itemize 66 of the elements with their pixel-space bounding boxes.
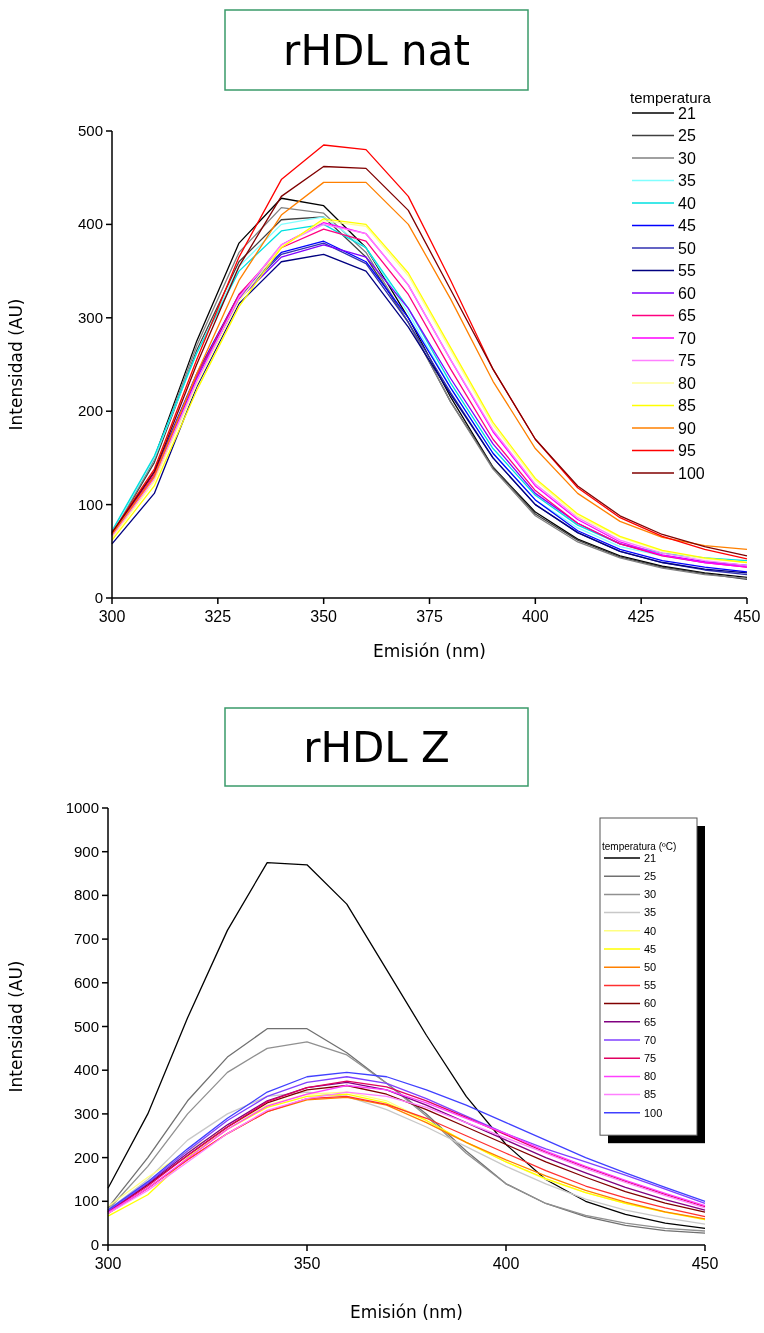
legend-label: 21: [678, 104, 696, 122]
legend-title: temperatura: [630, 89, 712, 106]
y-tick-label: 600: [73, 973, 99, 991]
legend-label: 60: [644, 997, 657, 1010]
x-tick-label: 450: [733, 608, 761, 625]
y-tick-label: 900: [73, 842, 99, 860]
legend-label: 45: [678, 217, 696, 235]
legend-label: 75: [644, 1052, 657, 1065]
legend-label: 35: [678, 172, 696, 190]
x-tick-label: 350: [310, 608, 338, 625]
y-tick-label: 700: [73, 930, 99, 948]
legend-label: 70: [644, 1033, 657, 1046]
legend-label: 70: [678, 329, 696, 347]
legend-title: temperatura (ºC): [602, 841, 677, 852]
legend-label: 85: [678, 397, 696, 415]
legend-label: 35: [644, 906, 657, 919]
legend-label: 25: [644, 870, 657, 883]
x-tick-label: 425: [627, 608, 655, 625]
x-tick-label: 350: [293, 1255, 321, 1272]
y-axis-title: Intensidad (AU): [6, 298, 26, 431]
x-axis-title: Emisión (nm): [373, 641, 486, 661]
legend-label: 30: [644, 888, 657, 901]
y-tick-label: 100: [73, 1192, 99, 1210]
legend-label: 30: [678, 149, 696, 167]
x-tick-label: 325: [204, 608, 232, 625]
y-tick-label: 500: [77, 122, 103, 139]
chart-title: rHDL nat: [283, 26, 470, 75]
legend-label: 90: [678, 419, 696, 437]
legend-label: 80: [678, 374, 696, 392]
legend-label: 75: [678, 352, 696, 370]
legend-label: 40: [678, 194, 696, 212]
y-tick-label: 400: [77, 215, 103, 233]
legend-label: 60: [678, 284, 696, 302]
legend-label: 50: [644, 961, 657, 974]
legend-label: 85: [644, 1088, 657, 1101]
legend-label: 100: [644, 1106, 663, 1119]
legend-label: 65: [644, 1015, 657, 1028]
x-tick-label: 450: [691, 1255, 719, 1272]
y-tick-label: 300: [77, 308, 103, 326]
legend-label: 40: [644, 924, 657, 937]
y-axis-title: Intensidad (AU): [6, 960, 26, 1093]
legend-label: 45: [644, 942, 657, 955]
y-tick-label: 200: [73, 1148, 99, 1166]
y-tick-label: 0: [94, 589, 103, 606]
y-tick-label: 500: [73, 1017, 99, 1035]
x-tick-label: 400: [521, 608, 549, 625]
x-tick-label: 375: [416, 608, 443, 625]
legend-label: 100: [678, 464, 705, 482]
legend-label: 21: [644, 851, 657, 864]
y-tick-label: 300: [73, 1104, 99, 1122]
legend-label: 65: [678, 307, 696, 325]
legend-label: 55: [678, 262, 696, 280]
y-tick-label: 0: [90, 1236, 99, 1253]
y-tick-label: 1000: [65, 799, 99, 816]
legend-label: 25: [678, 127, 696, 145]
x-axis-title: Emisión (nm): [350, 1302, 463, 1322]
chart-title: rHDL Z: [303, 723, 450, 772]
y-tick-label: 200: [77, 402, 103, 420]
x-tick-label: 400: [492, 1255, 520, 1272]
y-tick-label: 800: [73, 886, 99, 904]
legend-label: 50: [678, 239, 696, 257]
legend-label: 55: [644, 979, 657, 992]
y-tick-label: 400: [73, 1061, 99, 1079]
y-tick-label: 100: [77, 495, 103, 513]
legend-label: 95: [678, 442, 696, 460]
legend-label: 80: [644, 1070, 657, 1083]
